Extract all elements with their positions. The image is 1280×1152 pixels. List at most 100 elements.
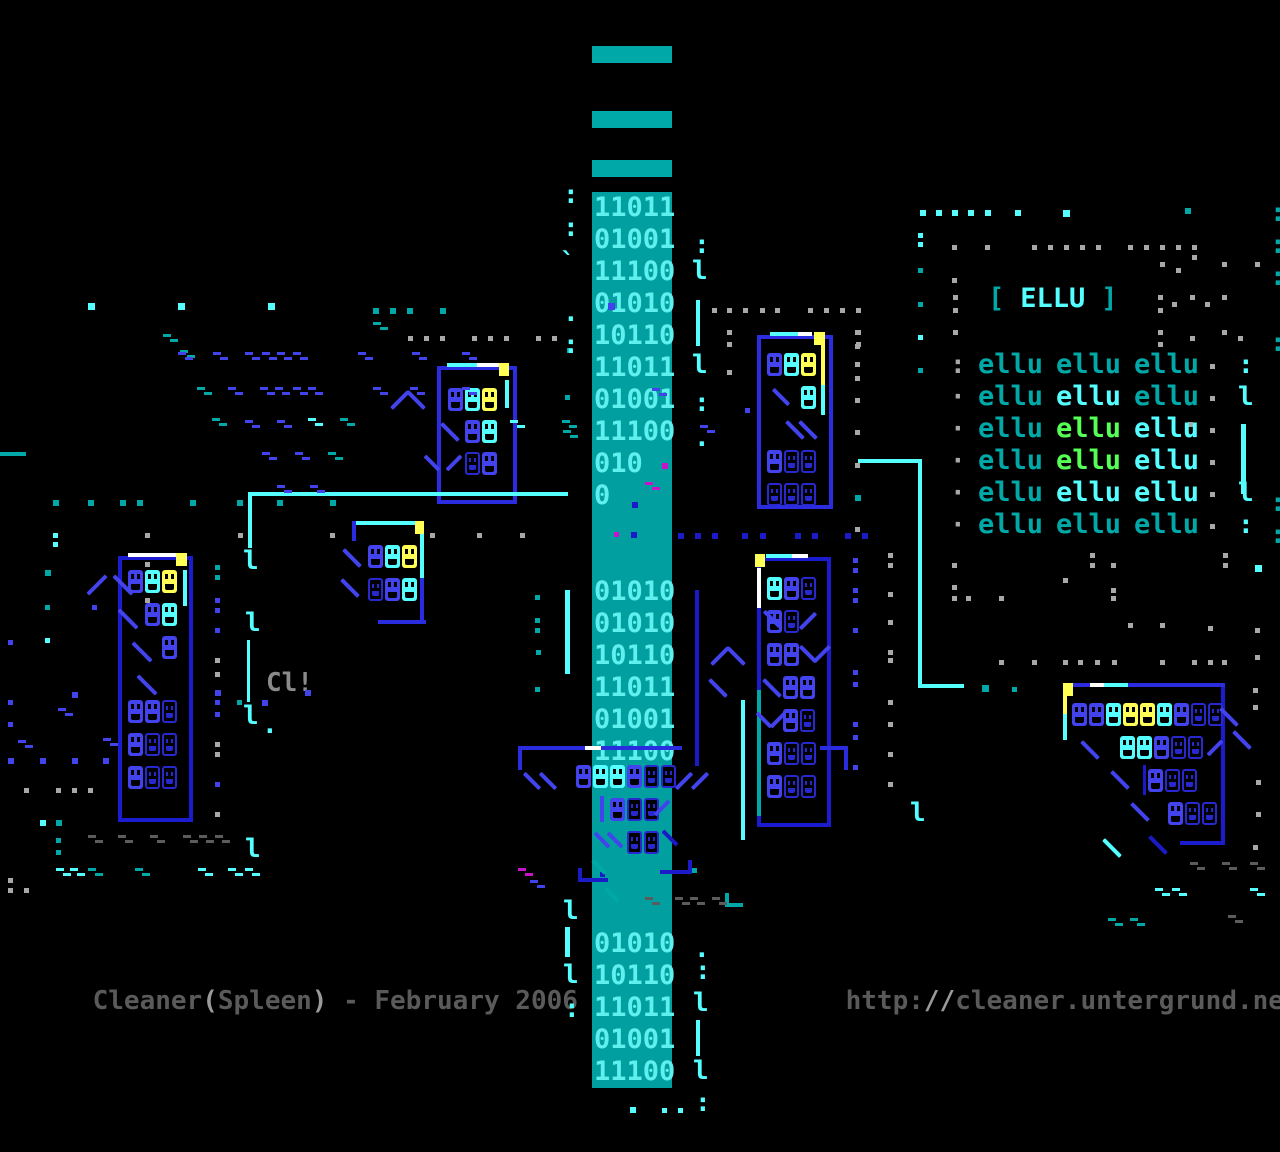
face-glyph [1182, 769, 1197, 792]
face-mouth [805, 496, 812, 501]
face-eye [804, 357, 807, 362]
decor-dot [888, 553, 893, 558]
face-glyph [145, 570, 160, 593]
decor-dot [918, 335, 923, 340]
decor-dot [742, 533, 748, 539]
tower-frame-accent [447, 363, 477, 367]
decor-dot [953, 330, 958, 335]
ellu-word: ellu [978, 445, 1044, 476]
decor-dot [1223, 553, 1228, 558]
decor-zigzag [88, 868, 96, 871]
face-glyph [593, 765, 608, 788]
decor-dot [120, 500, 126, 506]
binary-row [592, 544, 672, 576]
decor-dot [8, 758, 14, 764]
tower-frame-accent [725, 893, 729, 907]
ellu-word: ellu [978, 349, 1044, 380]
decor-zigzag [245, 868, 253, 871]
decor-dot [918, 368, 923, 373]
face-glyph [1188, 736, 1203, 759]
tower-frame [437, 366, 517, 504]
decor-zigzag [295, 452, 303, 455]
tower-frame-accent [477, 363, 499, 367]
face-eye [1174, 775, 1176, 779]
tower-frame-accent [1063, 696, 1067, 714]
face-mouth [1092, 717, 1101, 723]
decor-diagonal [86, 574, 108, 596]
decor-dot [1160, 262, 1165, 267]
face-eye [137, 574, 140, 579]
decor-zigzag [1108, 918, 1116, 921]
face-eye [1115, 707, 1118, 712]
binary-row: 11100 [594, 736, 676, 767]
decor-dot [952, 278, 957, 283]
face-mouth [788, 788, 795, 793]
decor-dot [966, 596, 971, 601]
face-eye [653, 771, 655, 775]
face-eye [788, 748, 790, 752]
face-eye [636, 804, 638, 808]
ellu-flank-right: : [1238, 350, 1254, 380]
decor-dot [727, 330, 732, 335]
ellu-flank-dot [1210, 524, 1215, 529]
face-glyph [767, 577, 782, 600]
decor-dot [812, 533, 818, 539]
decor-diagonal [1102, 838, 1122, 858]
ellu-flank-left: · [950, 510, 966, 540]
binary-row: 10110 [594, 960, 676, 991]
decor-dot [1158, 330, 1163, 335]
decor-dot [985, 245, 990, 250]
decor-glyph: l [692, 256, 708, 286]
decor-glyph: : [1270, 200, 1280, 226]
face-eye [405, 582, 408, 587]
face-glyph [162, 636, 177, 659]
decor-dot [727, 370, 732, 375]
decor-dot [535, 687, 540, 692]
decor-glyph: l [243, 701, 259, 731]
decor-zigzag [103, 738, 111, 741]
face-mouth [131, 747, 140, 753]
decor-dot [888, 650, 893, 655]
decor-dot [775, 308, 780, 313]
tower-frame-accent [688, 860, 692, 874]
decor-dot [1192, 255, 1197, 260]
decor-dot [407, 308, 413, 314]
decor-glyph: : [1270, 330, 1280, 356]
face-eye [788, 489, 790, 493]
tower-frame-accent [518, 746, 522, 770]
ellu-word: ellu [1134, 349, 1200, 380]
decor-dot [8, 722, 13, 727]
face-glyph [644, 765, 659, 788]
decor-glyph: : [563, 330, 579, 360]
decor-dot [504, 336, 509, 341]
face-eye [788, 781, 790, 785]
decor-dot [952, 245, 957, 250]
face-eye [166, 706, 168, 710]
tower-frame-accent [378, 620, 426, 624]
decor-line [247, 640, 250, 702]
face-glyph [784, 483, 799, 506]
decor-dot [999, 660, 1004, 665]
face-eye [491, 392, 494, 397]
decor-zigzag [412, 352, 420, 355]
decor-diagonal [342, 548, 362, 568]
face-mouth [149, 779, 156, 784]
decor-dot [918, 233, 923, 238]
face-eye [810, 583, 812, 587]
face-eye [1157, 740, 1160, 745]
decor-dot [1222, 295, 1227, 300]
face-eye [394, 582, 397, 587]
tower-frame-accent [757, 568, 761, 608]
tower-frame-accent [729, 903, 743, 907]
face-glyph [784, 775, 799, 798]
ellu-flank-dot [1210, 364, 1215, 369]
decor-zigzag [1130, 918, 1138, 921]
ellu-word: ellu [1134, 381, 1200, 412]
face-eye [602, 769, 605, 774]
face-eye [451, 392, 454, 397]
face-glyph [801, 450, 816, 473]
decor-zigzag [215, 835, 223, 838]
face-eye [1212, 709, 1214, 713]
face-mouth [805, 788, 812, 793]
ellu-title-bracket-open: [ [988, 283, 1005, 314]
